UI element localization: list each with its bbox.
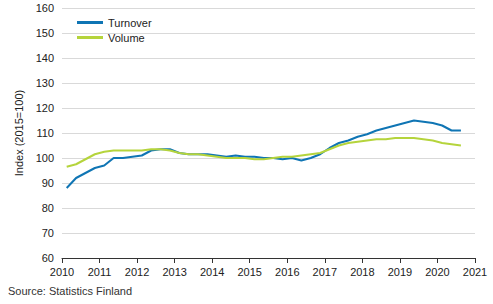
svg-text:160: 160 bbox=[36, 2, 54, 14]
svg-text:130: 130 bbox=[36, 77, 54, 89]
svg-text:Source: Statistics Finland: Source: Statistics Finland bbox=[8, 285, 132, 297]
svg-text:2017: 2017 bbox=[313, 266, 337, 278]
svg-text:2012: 2012 bbox=[125, 266, 149, 278]
svg-text:2016: 2016 bbox=[275, 266, 299, 278]
svg-text:Index (2015=100): Index (2015=100) bbox=[13, 90, 25, 177]
svg-text:150: 150 bbox=[36, 27, 54, 39]
svg-text:60: 60 bbox=[42, 252, 54, 264]
svg-text:2020: 2020 bbox=[425, 266, 449, 278]
svg-text:120: 120 bbox=[36, 102, 54, 114]
svg-text:2018: 2018 bbox=[350, 266, 374, 278]
svg-text:Volume: Volume bbox=[108, 32, 145, 44]
svg-text:2013: 2013 bbox=[162, 266, 186, 278]
svg-text:2021: 2021 bbox=[463, 266, 487, 278]
svg-text:2011: 2011 bbox=[88, 266, 112, 278]
svg-text:110: 110 bbox=[36, 127, 54, 139]
svg-text:80: 80 bbox=[42, 202, 54, 214]
svg-text:100: 100 bbox=[36, 152, 54, 164]
svg-text:70: 70 bbox=[42, 227, 54, 239]
svg-text:2014: 2014 bbox=[200, 266, 224, 278]
svg-text:2010: 2010 bbox=[50, 266, 74, 278]
svg-text:2015: 2015 bbox=[237, 266, 261, 278]
svg-text:90: 90 bbox=[42, 177, 54, 189]
svg-text:140: 140 bbox=[36, 52, 54, 64]
svg-text:2019: 2019 bbox=[388, 266, 412, 278]
svg-text:Turnover: Turnover bbox=[108, 17, 152, 29]
